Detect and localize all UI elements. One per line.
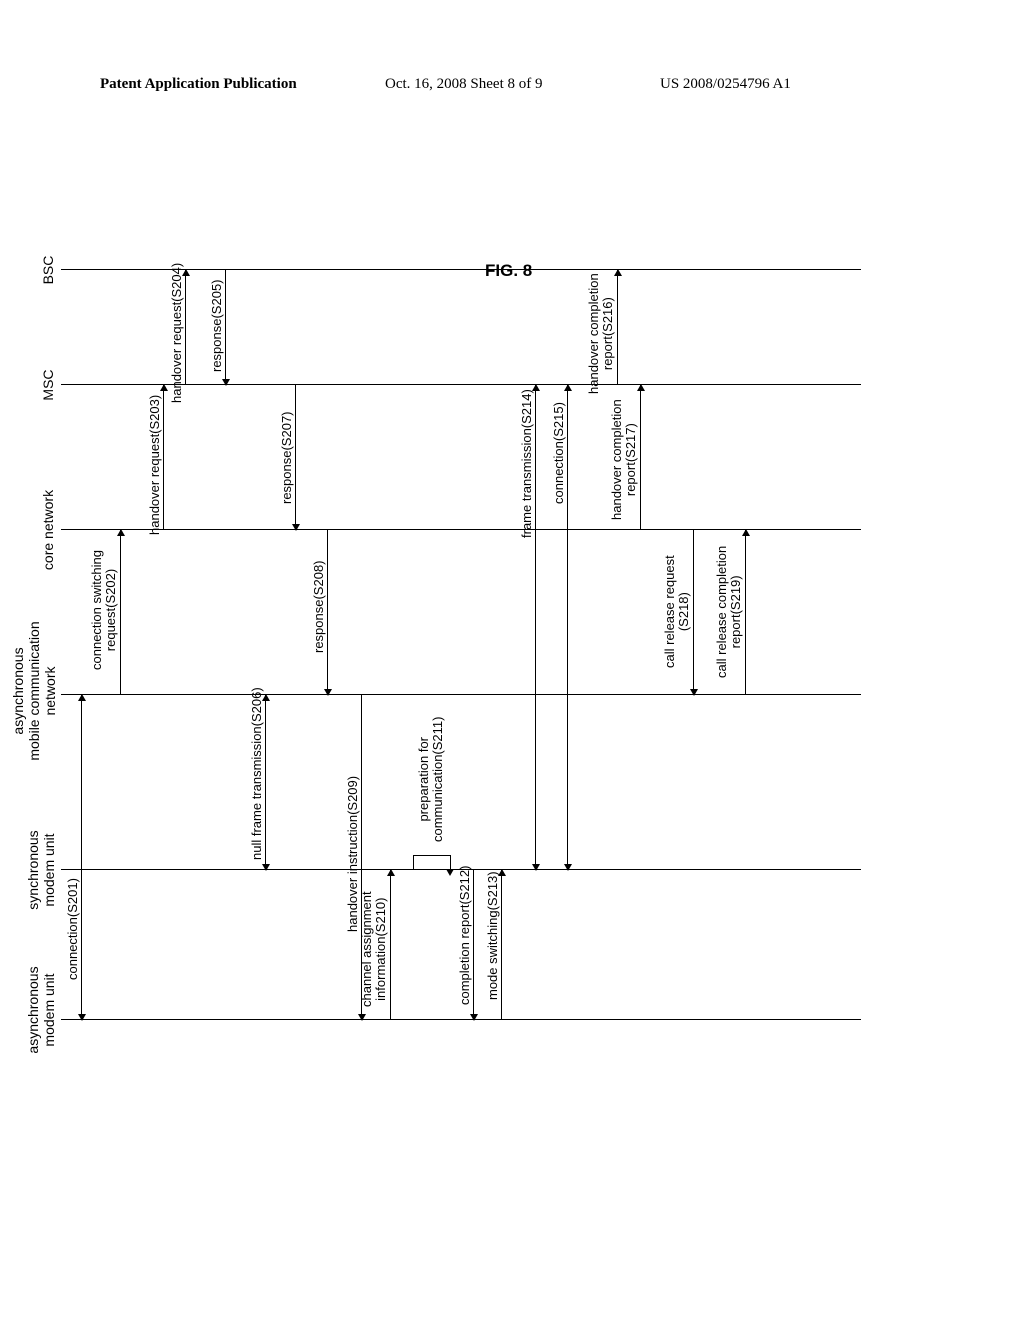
message-m19: [745, 530, 746, 695]
sequence-diagram: asynchronousmodem unit synchronousmodem …: [5, 240, 1005, 1060]
lifeline-a3: [61, 529, 861, 530]
lifeline-a0: [61, 1019, 861, 1020]
message-m03: [163, 385, 164, 530]
message-m13: [501, 870, 502, 1020]
lifeline-a2: [61, 694, 861, 695]
message-label-m18: call release request(S218): [663, 555, 692, 668]
message-label-m16: handover completionreport(S216): [587, 273, 616, 394]
message-m14: [535, 385, 536, 870]
actor-bsc: BSC: [40, 245, 56, 295]
message-label-m11: preparation forcommunication(S211): [417, 717, 446, 842]
header-right: US 2008/0254796 A1: [660, 76, 791, 93]
message-label-m17: handover completionreport(S217): [610, 399, 639, 520]
message-label-m04: handover request(S204): [170, 263, 184, 403]
message-m17: [640, 385, 641, 530]
message-label-m10: channel assignmentinformation(S210): [360, 891, 389, 1007]
actor-msc: MSC: [40, 360, 56, 410]
message-m15: [567, 385, 568, 870]
message-label-m08: response(S208): [312, 561, 326, 654]
message-label-m13: mode switching(S213): [486, 871, 500, 1000]
message-m12: [473, 870, 474, 1020]
header-center: Oct. 16, 2008 Sheet 8 of 9: [385, 76, 542, 93]
message-label-m03: handover request(S203): [148, 395, 162, 535]
message-label-m06: null frame transmission(S206): [250, 687, 264, 860]
message-label-m12: completion report(S212): [458, 866, 472, 1005]
message-m06: [265, 695, 266, 870]
actor-sync-modem: synchronousmodem unit: [25, 820, 57, 920]
message-m05: [225, 270, 226, 385]
message-m10: [390, 870, 391, 1020]
message-m08: [327, 530, 328, 695]
message-m07: [295, 385, 296, 530]
message-m01: [81, 695, 82, 1020]
header-left: Patent Application Publication: [100, 76, 297, 93]
actor-async-network: asynchronousmobile communicationnetwork: [10, 617, 58, 765]
message-label-m02: connection switchingrequest(S202): [90, 550, 119, 670]
message-m11: [413, 855, 451, 870]
message-m04: [185, 270, 186, 385]
message-label-m19: call release completionreport(S219): [715, 546, 744, 678]
message-m18: [693, 530, 694, 695]
message-label-m14: frame transmission(S214): [520, 389, 534, 538]
message-m16: [617, 270, 618, 385]
actor-async-modem: asynchronousmodem unit: [25, 960, 57, 1060]
message-label-m07: response(S207): [280, 412, 294, 505]
actor-core-network: core network: [40, 480, 56, 580]
message-label-m15: connection(S215): [552, 402, 566, 504]
message-label-m01: connection(S201): [66, 878, 80, 980]
message-m02: [120, 530, 121, 695]
message-label-m05: response(S205): [210, 280, 224, 373]
